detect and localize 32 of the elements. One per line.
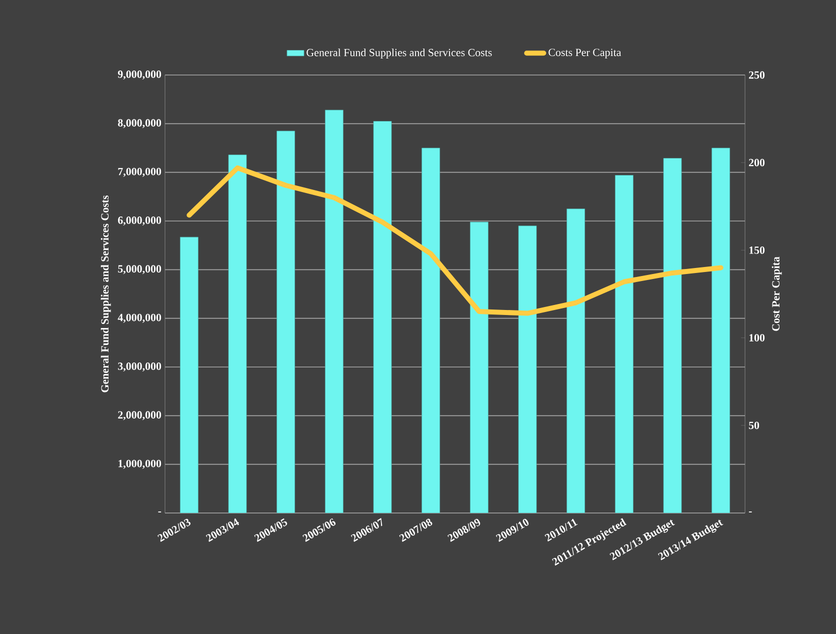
y2-tick-label: 150 (749, 246, 765, 254)
y-tick-label: - (158, 511, 162, 512)
bar (276, 130, 296, 513)
y2-tick-label: 250 (748, 71, 765, 79)
y2-tick-label: - (748, 511, 752, 512)
legend-label: Costs Per Capita (548, 48, 622, 58)
y-tick-label: 5,000,000 (118, 265, 162, 274)
y-tick-label: 8,000,000 (118, 119, 162, 128)
bar (470, 222, 488, 513)
bar (228, 154, 247, 513)
y-tick-label: 7,000,000 (118, 168, 162, 177)
y-tick-label: 9,000,000 (118, 70, 162, 80)
y-tick-label: 4,000,000 (118, 314, 162, 323)
legend-label: General Fund Supplies and Services Costs (306, 48, 492, 59)
y-tick-label: 1,000,000 (118, 460, 162, 469)
bar (518, 226, 537, 513)
bar (663, 158, 682, 513)
bar (324, 110, 344, 513)
y-tick-label: 3,000,000 (118, 362, 162, 372)
bar (614, 175, 634, 513)
bar (373, 121, 392, 513)
y2-tick-label: 200 (748, 158, 765, 166)
bar (712, 148, 730, 513)
y-tick-label: 2,000,000 (118, 411, 162, 420)
y2-axis-title: Cost Per Capita (772, 256, 782, 331)
y2-tick-label: 100 (749, 334, 765, 342)
bar (180, 236, 198, 513)
y-tick-label: 6,000,000 (118, 216, 162, 226)
bar (566, 208, 586, 513)
y-axis-title: General Fund Supplies and Services Costs (100, 195, 111, 392)
y2-tick-label: 50 (748, 422, 760, 430)
bar (422, 148, 440, 513)
